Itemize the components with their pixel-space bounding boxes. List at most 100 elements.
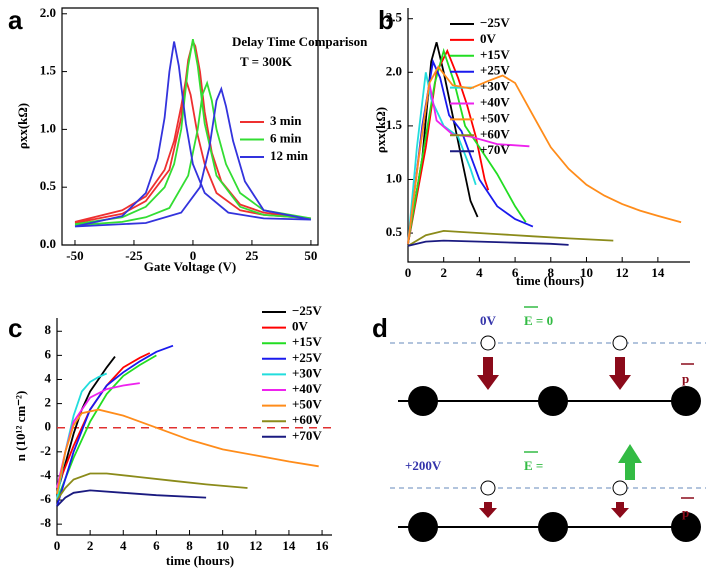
x-tick-label: -25 [125, 248, 143, 263]
y-axis-label: ρxx(kΩ) [15, 103, 30, 149]
x-tick-label: 8 [548, 265, 555, 280]
legend-label: 0V [292, 319, 309, 334]
series-line [56, 354, 157, 501]
series-line [56, 344, 174, 507]
y-tick-label: 1.5 [386, 117, 403, 132]
y-tick-label: 2.0 [40, 5, 56, 20]
legend-label: −25V [480, 15, 510, 30]
x-axis-label: time (hours) [166, 553, 234, 568]
field-arrow [618, 444, 642, 480]
legend-label: 0V [480, 31, 497, 46]
x-tick-label: 2 [440, 265, 447, 280]
series-line [407, 42, 479, 244]
x-tick-label: 4 [120, 538, 127, 553]
series-line [407, 48, 490, 244]
y-tick-label: 2 [45, 395, 52, 410]
dipole-arrows [477, 357, 631, 518]
x-tick-label: 6 [512, 265, 519, 280]
legend-label: +15V [292, 334, 322, 349]
y-tick-label: 1.0 [40, 120, 56, 135]
atoms [408, 386, 701, 542]
voltage-label: 0V [480, 313, 497, 328]
x-tick-label: 2 [87, 538, 94, 553]
field-label: E = [524, 458, 543, 473]
x-tick-label: 14 [282, 538, 296, 553]
legend-label: +60V [292, 412, 322, 427]
series-line [56, 489, 207, 507]
voltage-label: +200V [405, 458, 442, 473]
axis-frame [56, 318, 332, 536]
panel: a -50 -25 0 25 50 0.0 0.5 1.0 1.5 2.0 Gate Voltage … [8, 5, 368, 274]
annotation: T = 300K [240, 54, 293, 69]
legend-label: +70V [480, 142, 510, 157]
panel-label: c [8, 313, 22, 343]
x-tick-label: 16 [316, 538, 330, 553]
legend-label: +40V [480, 94, 510, 109]
y-tick-label: 1.0 [386, 170, 402, 185]
legend-label: 6 min [270, 130, 302, 145]
x-tick-label: 14 [651, 265, 665, 280]
y-axis-label: n (10¹² cm⁻²) [13, 391, 28, 462]
panel-label: a [8, 5, 23, 35]
panel: b 0 2 4 6 8 10 12 14 0.5 1.0 1.5 2.0 2.5 time (hours) ρ… [373, 5, 690, 288]
adsorbates [480, 335, 628, 496]
x-tick-label: 25 [245, 248, 259, 263]
annotation: Delay Time Comparison [232, 34, 368, 49]
legend-label: +25V [480, 63, 510, 78]
y-tick-label: 0 [45, 419, 52, 434]
y-tick-label: -8 [40, 515, 51, 530]
legend-label: +70V [292, 428, 322, 443]
y-tick-label: -4 [40, 467, 51, 482]
x-tick-label: 6 [153, 538, 160, 553]
x-tick-label: 12 [616, 265, 629, 280]
x-tick-label: 10 [216, 538, 229, 553]
legend-label: +60V [480, 126, 510, 141]
x-tick-label: 0 [54, 538, 61, 553]
x-axis-label: time (hours) [516, 273, 584, 288]
x-tick-label: 8 [186, 538, 193, 553]
legend-label: +15V [480, 47, 510, 62]
panel-label: d [372, 313, 388, 343]
y-axis-label: ρxx(kΩ) [373, 107, 388, 153]
x-tick-label: 10 [580, 265, 593, 280]
series-line [74, 41, 312, 228]
y-tick-label: 4 [45, 370, 52, 385]
legend-label: +30V [292, 365, 322, 380]
field-label: E = 0 [524, 313, 553, 328]
x-tick-label: 12 [249, 538, 262, 553]
dipole-label: p [682, 371, 689, 386]
y-tick-label: 0.5 [386, 224, 403, 239]
axis-frame [61, 7, 319, 246]
y-tick-label: 1.5 [40, 63, 57, 78]
legend-label: +40V [292, 381, 322, 396]
dipole-label: p [682, 505, 689, 520]
x-tick-label: 0 [190, 248, 197, 263]
series-line [56, 408, 319, 495]
y-tick-label: -6 [40, 491, 51, 506]
series-line [407, 239, 569, 247]
legend-label: −25V [292, 303, 322, 318]
x-tick-label: 50 [304, 248, 317, 263]
legend-label: 3 min [270, 113, 302, 128]
y-tick-label: 0.5 [40, 178, 57, 193]
series-line [407, 65, 682, 244]
legend-label: +50V [480, 110, 510, 125]
legend-label: +30V [480, 79, 510, 94]
y-tick-label: 2.0 [386, 63, 402, 78]
series-line [407, 72, 477, 244]
panel-label: b [378, 5, 394, 35]
y-tick-label: -2 [40, 443, 51, 458]
series-line [56, 472, 248, 501]
y-tick-label: 8 [45, 322, 52, 337]
x-tick-label: 0 [405, 265, 412, 280]
legend-label: 12 min [270, 148, 309, 163]
panel-d: d 0V E = 0 p +200V E = p [372, 306, 706, 542]
x-axis-label: Gate Voltage (V) [144, 259, 236, 274]
legend-label: +50V [292, 397, 322, 412]
y-tick-label: 0.0 [40, 236, 56, 251]
x-tick-label: -50 [66, 248, 83, 263]
x-tick-label: 4 [476, 265, 483, 280]
y-tick-label: 2.5 [386, 10, 403, 25]
